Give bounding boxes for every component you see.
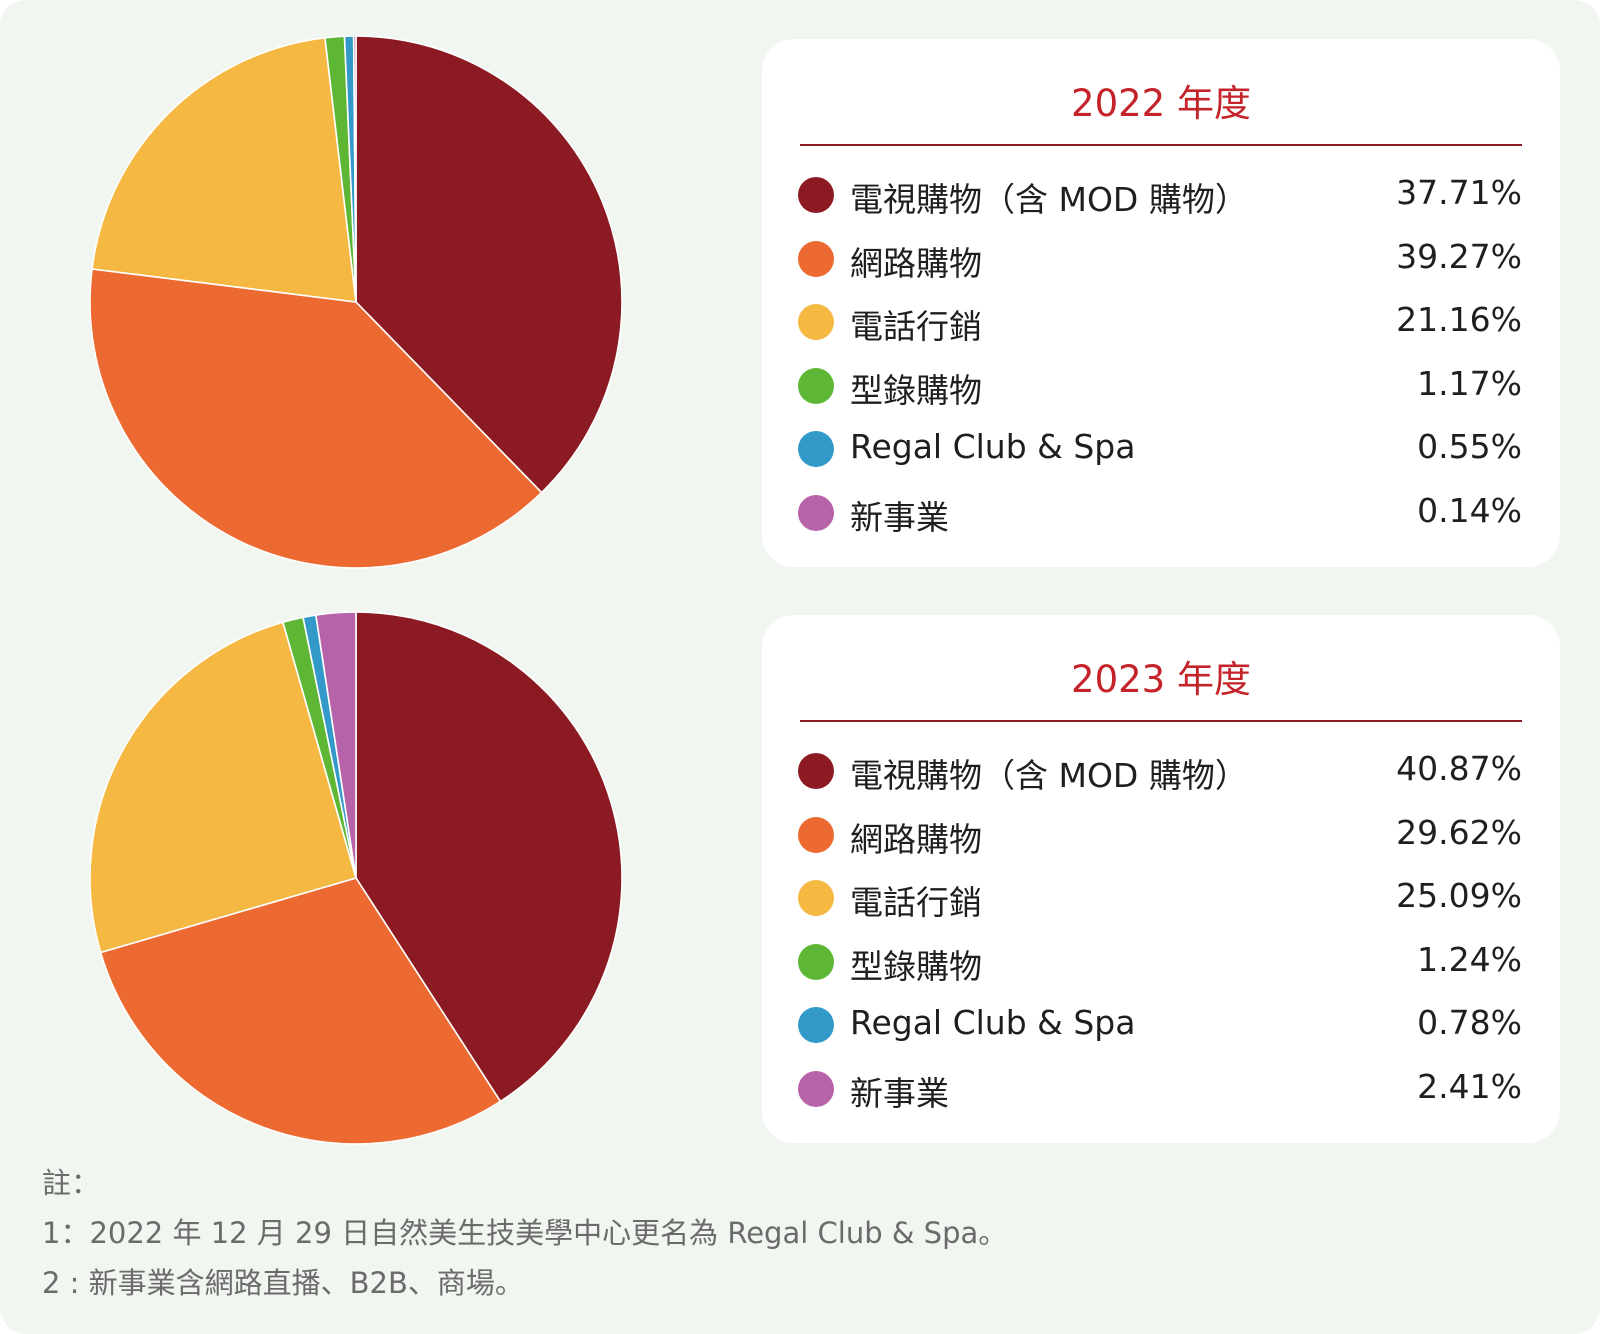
legend-card-2022: 2022 年度 電視購物（含 MOD 購物） 37.71% 網路購物 39.27% 電話… [762, 39, 1560, 567]
legend-swatch [798, 367, 834, 404]
legend-row: Regal Club & Spa 0.78% [798, 993, 1522, 1057]
legend-swatch [798, 494, 834, 531]
legend-swatch [798, 1007, 834, 1044]
legend-row: 電話行銷 25.09% [798, 866, 1522, 930]
legend-swatch [798, 753, 834, 789]
legend-swatch [798, 816, 834, 853]
legend-label: Regal Club & Spa [850, 427, 1136, 467]
footnote-1: 1：2022 年 12 月 29 日自然美生技美學中心更名為 Regal Clu… [42, 1216, 1008, 1250]
legend-value: 1.17% [1417, 363, 1522, 403]
pie-chart-2022 [89, 35, 623, 569]
legend-swatch [798, 880, 834, 917]
pie-slice-1 [355, 611, 623, 1103]
card-title-2022: 2022 年度 [1071, 82, 1251, 125]
legend-label: 電視購物（含 MOD 購物） [850, 756, 1248, 795]
pie-slice-2 [99, 877, 502, 1145]
pie-slice-6 [352, 35, 357, 303]
legend-row: 新事業 0.14% [798, 481, 1522, 545]
legend-swatch [798, 240, 834, 277]
legend-value: 0.55% [1417, 427, 1522, 467]
legend-label: 網路購物 [850, 243, 982, 283]
legend-label: 型錄購物 [850, 370, 982, 410]
footnotes: 註： 1：2022 年 12 月 29 日自然美生技美學中心更名為 Regal … [42, 1158, 1007, 1308]
legend-value: 0.14% [1417, 490, 1522, 530]
legend-value: 37.71% [1396, 173, 1522, 212]
legend-value: 0.78% [1417, 1003, 1522, 1043]
card-divider [800, 720, 1522, 722]
legend-label: Regal Club & Spa [850, 1003, 1136, 1043]
legend-row: 電話行銷 21.16% [798, 290, 1522, 354]
legend-value: 29.62% [1396, 812, 1522, 852]
pie-slice-3 [91, 37, 357, 303]
footnote-heading: 註： [42, 1166, 101, 1200]
legend-row: 型錄購物 1.24% [798, 930, 1522, 994]
legend-value: 21.16% [1396, 300, 1522, 340]
legend-swatch [798, 177, 834, 213]
legend-rows-2022: 電視購物（含 MOD 購物） 37.71% 網路購物 39.27% 電話行銷 21.16%… [798, 163, 1522, 545]
legend-label: 型錄購物 [850, 946, 982, 986]
legend-row: 電視購物（含 MOD 購物） 37.71% [798, 163, 1522, 227]
legend-row: 型錄購物 1.17% [798, 354, 1522, 418]
card-divider [800, 144, 1522, 146]
pie-slice-6 [315, 611, 357, 879]
legend-row: 網路購物 29.62% [798, 803, 1522, 867]
pie-slice-2 [89, 268, 543, 569]
pie-slice-3 [89, 621, 357, 954]
legend-swatch [798, 304, 834, 341]
legend-label: 新事業 [850, 1073, 949, 1113]
legend-swatch [798, 943, 834, 980]
legend-label: 電話行銷 [850, 883, 982, 923]
legend-row: 新事業 2.41% [798, 1057, 1522, 1121]
legend-card-2023: 2023 年度 電視購物（含 MOD 購物） 40.87% 網路購物 29.62% 電話… [762, 615, 1560, 1143]
legend-label: 電視購物（含 MOD 購物） [850, 180, 1248, 219]
legend-value: 2.41% [1417, 1066, 1522, 1106]
pie-chart-2023 [89, 611, 623, 1145]
pie-slice-1 [355, 35, 623, 494]
legend-row: Regal Club & Spa 0.55% [798, 417, 1522, 481]
legend-swatch [798, 431, 834, 468]
legend-row: 網路購物 39.27% [798, 227, 1522, 291]
legend-row: 電視購物（含 MOD 購物） 40.87% [798, 739, 1522, 803]
card-title-2023: 2023 年度 [1071, 658, 1251, 701]
legend-rows-2023: 電視購物（含 MOD 購物） 40.87% 網路購物 29.62% 電話行銷 25.09%… [798, 739, 1522, 1121]
legend-value: 39.27% [1396, 236, 1522, 276]
legend-label: 新事業 [850, 497, 949, 537]
footnote-2: 2 : 新事業含網路直播、B2B、商場。 [42, 1266, 524, 1300]
legend-value: 25.09% [1396, 876, 1522, 916]
legend-value: 40.87% [1396, 749, 1522, 788]
legend-value: 1.24% [1417, 939, 1522, 979]
legend-label: 電話行銷 [850, 307, 982, 347]
legend-label: 網路購物 [850, 819, 982, 859]
legend-swatch [798, 1070, 834, 1107]
